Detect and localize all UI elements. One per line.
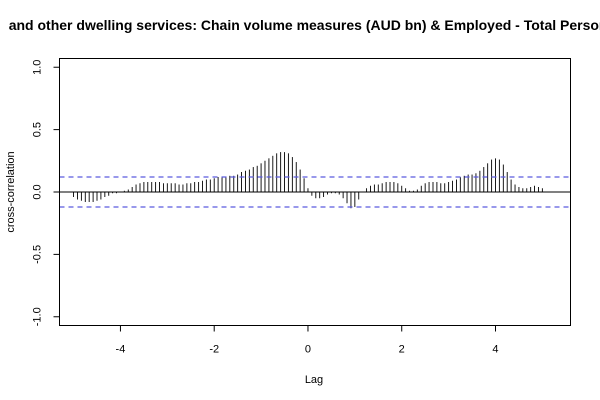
x-axis: -4 -2 0 2 4 <box>116 325 499 356</box>
y-axis: -1.0 -0.5 0.0 0.5 1.0 <box>32 60 60 326</box>
x-tick-label: 4 <box>492 344 498 356</box>
y-tick-label: 0.0 <box>32 184 44 199</box>
chart-title: and other dwelling services: Chain volum… <box>9 17 600 33</box>
y-tick-label: -0.5 <box>32 245 44 264</box>
x-axis-label: Lag <box>305 374 323 386</box>
plot-area <box>59 152 571 209</box>
y-tick-label: 1.0 <box>32 60 44 75</box>
x-tick-label: 0 <box>305 344 311 356</box>
y-tick-label: 0.5 <box>32 122 44 137</box>
x-tick-label: -2 <box>209 344 219 356</box>
y-tick-label: -1.0 <box>32 307 44 326</box>
y-axis-label: cross-correlation <box>5 151 17 232</box>
x-tick-label: -4 <box>116 344 126 356</box>
x-tick-label: 2 <box>399 344 405 356</box>
